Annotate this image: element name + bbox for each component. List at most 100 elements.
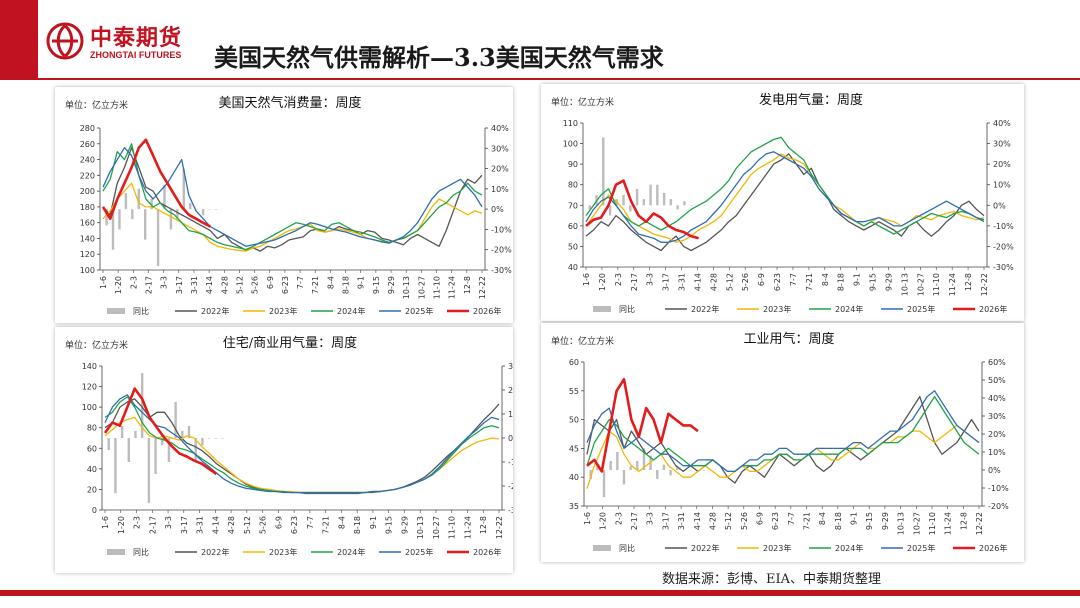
x-tick-label: 11-24 bbox=[463, 516, 472, 539]
x-tick-label: 8-4 bbox=[821, 273, 830, 286]
x-tick-label: 11-24 bbox=[948, 273, 957, 296]
chart-panel-total: 单位：亿立方米 美国天然气消费量：周度 100 120 140 160 180 200 220 2… bbox=[55, 87, 513, 323]
series-line-2025年 bbox=[102, 147, 483, 247]
chart-total-consumption: 单位：亿立方米 美国天然气消费量：周度 100 120 140 160 180 200 220 2… bbox=[65, 95, 512, 316]
series-line-2023年 bbox=[102, 182, 483, 252]
x-tick-label: 4-14 bbox=[205, 276, 214, 294]
y2-tick-label: -30% bbox=[993, 263, 1014, 272]
x-tick-label: 5-26 bbox=[741, 273, 750, 291]
legend-swatch bbox=[107, 308, 125, 314]
legend-label: 2024年 bbox=[337, 306, 365, 316]
yoy-bar bbox=[629, 466, 632, 470]
x-tick-label: 6-23 bbox=[290, 516, 299, 534]
legend-label: 2026年 bbox=[473, 306, 501, 316]
x-tick-label: 3-17 bbox=[662, 273, 671, 291]
yoy-bar bbox=[208, 209, 211, 210]
legend-label: 2026年 bbox=[979, 304, 1007, 314]
chart-title: 发电用气量：周度 bbox=[759, 92, 863, 108]
y-tick-label: 100 bbox=[80, 266, 95, 275]
x-tick-label: 8-18 bbox=[834, 512, 843, 530]
x-tick-label: 3-31 bbox=[677, 512, 686, 530]
yoy-bar bbox=[201, 438, 204, 446]
x-tick-label: 8-4 bbox=[337, 516, 346, 529]
yoy-bar bbox=[616, 452, 619, 470]
chart-panel-industrial: 单位：亿立方米 工业用气：周度 35 40 45 50 55 60 -20% -10% 0% 10% 2… bbox=[541, 323, 1024, 562]
yoy-bar bbox=[147, 438, 151, 503]
y-tick-label: 55 bbox=[569, 387, 579, 396]
legend-label: 2022年 bbox=[691, 304, 719, 314]
x-tick-label: 2-3 bbox=[129, 276, 138, 289]
legend-label: 2024年 bbox=[835, 543, 863, 553]
yoy-bar bbox=[182, 168, 186, 210]
y2-tick-label: 10% bbox=[988, 448, 1006, 457]
yoy-bar bbox=[622, 470, 626, 485]
x-tick-label: 4-14 bbox=[693, 273, 702, 291]
unit-label: 单位：亿立方米 bbox=[65, 99, 128, 111]
legend-swatch bbox=[107, 549, 125, 555]
x-tick-label: 9-29 bbox=[400, 516, 409, 534]
yoy-bar bbox=[649, 184, 652, 206]
x-tick-label: 4-28 bbox=[708, 512, 717, 530]
x-tick-label: 3-3 bbox=[646, 512, 655, 525]
yoy-bar bbox=[703, 205, 706, 206]
legend-label: 2026年 bbox=[473, 547, 501, 557]
x-tick-label: 1-20 bbox=[114, 276, 123, 294]
yoy-bar bbox=[134, 430, 137, 438]
yoy-bar bbox=[642, 199, 646, 206]
series-line-2023年 bbox=[104, 416, 500, 494]
x-tick-label: 2-17 bbox=[630, 273, 639, 291]
series-line-2025年 bbox=[104, 394, 500, 494]
unit-label: 单位：亿立方米 bbox=[551, 96, 614, 108]
legend-swatch bbox=[593, 545, 611, 551]
x-tick-label: 5-26 bbox=[251, 276, 260, 294]
y2-tick-label: 20% bbox=[988, 430, 1006, 439]
yoy-bar bbox=[608, 205, 612, 216]
y-tick-label: 40 bbox=[569, 473, 579, 482]
x-tick-label: 9-15 bbox=[372, 276, 381, 294]
x-tick-label: 9-15 bbox=[385, 516, 394, 534]
x-tick-label: 12-8 bbox=[479, 516, 488, 534]
series-line-2026年 bbox=[101, 138, 211, 228]
yoy-bar bbox=[676, 205, 679, 210]
x-tick-label: 6-23 bbox=[281, 276, 290, 294]
x-tick-label: 3-17 bbox=[180, 516, 189, 534]
x-tick-label: 5-12 bbox=[243, 516, 252, 534]
x-tick-label: 2-3 bbox=[614, 273, 623, 286]
yoy-bar bbox=[635, 188, 639, 206]
y2-tick-label: -20% bbox=[988, 502, 1009, 511]
x-tick-label: 9-29 bbox=[884, 273, 893, 291]
y2-tick-label: 20% bbox=[491, 165, 509, 174]
yoy-bar bbox=[174, 402, 177, 438]
x-tick-label: 12-22 bbox=[478, 276, 487, 299]
y-tick-label: 60 bbox=[87, 444, 97, 453]
x-tick-label: 4-14 bbox=[211, 516, 220, 534]
yoy-bar bbox=[689, 205, 693, 206]
y-tick-label: 120 bbox=[82, 383, 97, 392]
yoy-bar bbox=[689, 470, 692, 471]
series-line-2023年 bbox=[585, 153, 985, 243]
x-tick-label: 3-17 bbox=[175, 276, 184, 294]
header-divider bbox=[0, 78, 1080, 80]
y-tick-label: 220 bbox=[80, 171, 95, 180]
yoy-bar bbox=[181, 430, 184, 438]
x-tick-label: 12-22 bbox=[975, 512, 984, 535]
x-tick-label: 2-3 bbox=[614, 512, 623, 525]
yoy-bar bbox=[163, 184, 166, 210]
x-tick-label: 1-6 bbox=[99, 276, 108, 289]
y2-tick-label: 0% bbox=[993, 201, 1006, 210]
legend-label: 2022年 bbox=[691, 543, 719, 553]
x-tick-label: 8-18 bbox=[342, 276, 351, 294]
y-tick-label: 35 bbox=[569, 502, 579, 511]
logo-name-cn: 中泰期货 bbox=[90, 26, 183, 51]
chart-industrial: 单位：亿立方米 工业用气：周度 35 40 45 50 55 60 -20% -10% 0% 10% 2… bbox=[551, 331, 1009, 553]
y-tick-label: 200 bbox=[80, 187, 95, 196]
x-tick-label: 4-14 bbox=[693, 512, 702, 530]
yoy-bar bbox=[221, 438, 224, 439]
x-tick-label: 7-7 bbox=[306, 516, 315, 529]
yoy-bar bbox=[207, 438, 211, 439]
yoy-bar bbox=[137, 188, 140, 210]
y2-tick-label: -20% bbox=[491, 246, 512, 255]
chart-panel-power: 单位：亿立方米 发电用气量：周度 40 50 60 70 80 90 100 110 -30% -20… bbox=[541, 84, 1024, 321]
y2-tick-label: 30% bbox=[988, 412, 1006, 421]
yoy-bar bbox=[143, 209, 147, 240]
